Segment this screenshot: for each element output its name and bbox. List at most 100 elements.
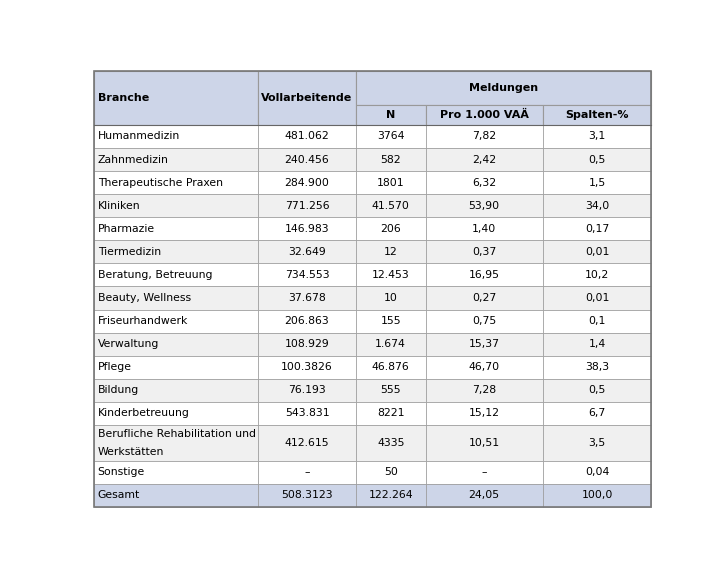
Bar — [258, 148, 356, 171]
Bar — [94, 194, 258, 217]
Text: 240.456: 240.456 — [285, 154, 329, 165]
Text: 0,17: 0,17 — [585, 224, 609, 234]
Bar — [356, 287, 425, 309]
Text: 582: 582 — [380, 154, 401, 165]
Bar — [425, 484, 543, 507]
Bar — [258, 240, 356, 264]
Text: 508.3123: 508.3123 — [281, 490, 333, 500]
Bar — [543, 379, 651, 402]
Text: 7,82: 7,82 — [472, 132, 497, 141]
Text: 4335: 4335 — [377, 438, 404, 448]
Bar — [258, 379, 356, 402]
Text: Beauty, Wellness: Beauty, Wellness — [97, 293, 190, 303]
Text: 12.453: 12.453 — [371, 270, 409, 280]
Text: Therapeutische Praxen: Therapeutische Praxen — [97, 177, 222, 188]
Text: 34,0: 34,0 — [585, 201, 609, 210]
Text: 481.062: 481.062 — [285, 132, 329, 141]
Text: 6,32: 6,32 — [472, 177, 497, 188]
Text: Sonstige: Sonstige — [97, 467, 145, 477]
Bar — [356, 71, 651, 105]
Bar — [543, 425, 651, 460]
Bar — [356, 356, 425, 379]
Bar — [258, 402, 356, 425]
Text: 16,95: 16,95 — [469, 270, 499, 280]
Bar — [94, 309, 258, 333]
Text: 771.256: 771.256 — [285, 201, 329, 210]
Text: 3,5: 3,5 — [588, 438, 606, 448]
Text: Pharmazie: Pharmazie — [97, 224, 155, 234]
Bar — [356, 379, 425, 402]
Text: 0,04: 0,04 — [585, 467, 609, 477]
Bar — [425, 264, 543, 287]
Bar — [258, 71, 356, 125]
Text: N: N — [386, 110, 395, 120]
Text: 8221: 8221 — [377, 408, 404, 419]
Text: 0,27: 0,27 — [472, 293, 497, 303]
Bar — [425, 171, 543, 194]
Text: 15,12: 15,12 — [469, 408, 499, 419]
Bar — [543, 240, 651, 264]
Bar — [425, 125, 543, 148]
Bar — [94, 71, 258, 125]
Bar — [543, 333, 651, 356]
Text: 146.983: 146.983 — [285, 224, 329, 234]
Text: 155: 155 — [380, 316, 401, 326]
Text: 0,01: 0,01 — [585, 247, 609, 257]
Text: 0,75: 0,75 — [472, 316, 497, 326]
Text: Bildung: Bildung — [97, 386, 139, 395]
Bar — [356, 125, 425, 148]
Bar — [543, 217, 651, 240]
Bar — [425, 379, 543, 402]
Bar — [94, 484, 258, 507]
Bar — [425, 240, 543, 264]
Text: 10,51: 10,51 — [469, 438, 499, 448]
Bar — [425, 217, 543, 240]
Bar — [258, 287, 356, 309]
Bar — [425, 460, 543, 484]
Text: Branche: Branche — [97, 93, 149, 103]
Bar — [543, 309, 651, 333]
Bar — [543, 484, 651, 507]
Text: Kliniken: Kliniken — [97, 201, 140, 210]
Text: Verwaltung: Verwaltung — [97, 339, 159, 349]
Text: 0,1: 0,1 — [588, 316, 606, 326]
Text: 284.900: 284.900 — [284, 177, 329, 188]
Bar — [356, 264, 425, 287]
Text: 734.553: 734.553 — [285, 270, 329, 280]
Text: 46.876: 46.876 — [371, 362, 409, 372]
Bar — [94, 460, 258, 484]
Text: 412.615: 412.615 — [285, 438, 329, 448]
Text: Tiermedizin: Tiermedizin — [97, 247, 161, 257]
Bar — [94, 148, 258, 171]
Bar — [258, 484, 356, 507]
Text: 3764: 3764 — [377, 132, 404, 141]
Bar — [258, 217, 356, 240]
Text: 100.3826: 100.3826 — [281, 362, 333, 372]
Text: 2,42: 2,42 — [472, 154, 497, 165]
Bar — [94, 402, 258, 425]
Text: 543.831: 543.831 — [285, 408, 329, 419]
Text: 38,3: 38,3 — [585, 362, 609, 372]
Text: 3,1: 3,1 — [588, 132, 606, 141]
Bar — [425, 309, 543, 333]
Bar — [356, 148, 425, 171]
Bar — [356, 460, 425, 484]
Bar — [258, 125, 356, 148]
Text: Pro 1.000 VAÄ: Pro 1.000 VAÄ — [440, 110, 529, 120]
Bar — [94, 333, 258, 356]
Text: Werkstätten: Werkstätten — [97, 447, 164, 457]
Text: Pflege: Pflege — [97, 362, 132, 372]
Text: 6,7: 6,7 — [588, 408, 606, 419]
Bar — [356, 217, 425, 240]
Text: 24,05: 24,05 — [469, 490, 499, 500]
Text: 41.570: 41.570 — [371, 201, 409, 210]
Text: 206.863: 206.863 — [285, 316, 329, 326]
Text: 206: 206 — [380, 224, 401, 234]
Text: 1,4: 1,4 — [588, 339, 606, 349]
Text: 100,0: 100,0 — [582, 490, 613, 500]
Text: 0,37: 0,37 — [472, 247, 497, 257]
Bar — [543, 402, 651, 425]
Bar — [356, 194, 425, 217]
Bar — [543, 287, 651, 309]
Text: 122.264: 122.264 — [369, 490, 413, 500]
